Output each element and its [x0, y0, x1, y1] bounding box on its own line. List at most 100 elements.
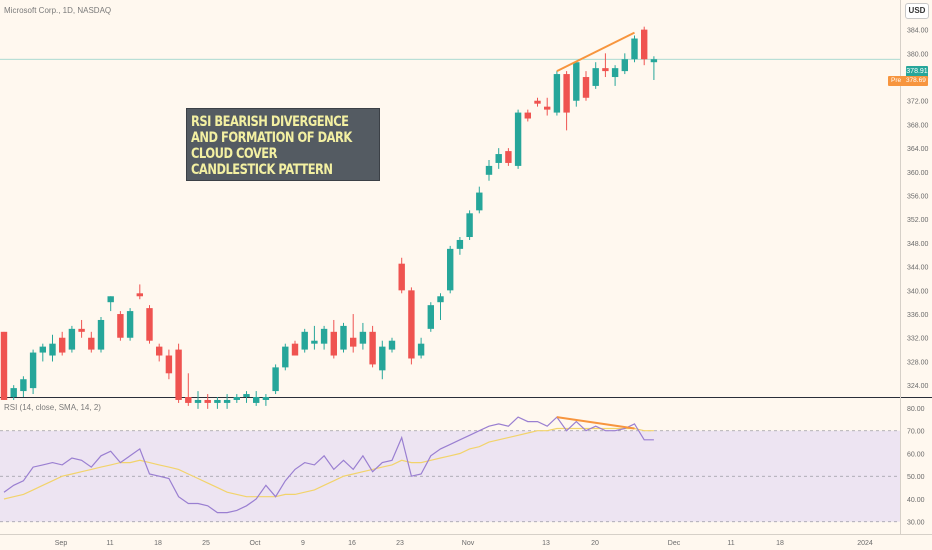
candle-down — [398, 263, 405, 291]
currency-button[interactable]: USD — [905, 3, 929, 19]
candle-down — [602, 68, 609, 72]
candle-down — [369, 331, 376, 365]
time-tick-label: 11 — [106, 540, 113, 547]
candle-up — [107, 296, 114, 303]
rsi-tick-label: 70.00 — [907, 429, 925, 436]
candle-up — [10, 388, 17, 397]
candle-up — [39, 346, 46, 353]
price-tick-label: 360.00 — [907, 170, 929, 177]
candle-up — [301, 331, 308, 350]
candle-up — [253, 397, 260, 403]
time-tick-label: 11 — [727, 540, 734, 547]
rsi-tick-label: 80.00 — [907, 406, 925, 413]
candle-up — [611, 68, 619, 78]
candle-down — [156, 346, 163, 356]
candle-up — [282, 346, 289, 368]
rsi-trendline — [556, 416, 635, 430]
annotation-line-4: CANDLESTICK PATTERN — [191, 162, 333, 178]
candle-up — [340, 325, 347, 350]
candle-up — [126, 311, 134, 338]
rsi-lines-layer — [3, 416, 654, 514]
candle-down — [117, 314, 124, 338]
time-tick-label: 25 — [202, 540, 210, 547]
time-tick-label: Nov — [462, 540, 475, 547]
time-tick-label: 23 — [396, 540, 404, 547]
candle-up — [272, 367, 279, 392]
candle-up — [485, 165, 493, 175]
time-tick-label: 2024 — [857, 540, 873, 547]
candle-up — [233, 397, 240, 400]
candle-down — [78, 328, 85, 332]
price-tick-label: 324.00 — [907, 383, 929, 390]
candle-down — [544, 106, 551, 110]
rsi-tick-label: 30.00 — [907, 520, 925, 527]
candle-up — [437, 296, 444, 303]
annotation-line-1: RSI BEARISH DIVERGENCE — [191, 114, 349, 130]
axes-layer: 324.00 328.00 332.00 336.00 340.00 344.00 348.… — [55, 28, 929, 547]
price-trendline — [556, 31, 635, 73]
candle-up — [631, 38, 638, 60]
rsi-tick-label: 60.00 — [907, 451, 925, 458]
premarket-value: 378.69 — [905, 77, 926, 84]
candle-up — [29, 352, 37, 389]
annotation-box[interactable]: RSI BEARISH DIVERGENCE AND FORMATION OF … — [186, 108, 380, 181]
time-tick-label: 18 — [776, 540, 784, 547]
candle-up — [388, 340, 396, 350]
candle-down — [563, 74, 570, 113]
candle-down — [641, 29, 648, 60]
symbol-title[interactable]: Microsoft Corp., 1D, NASDAQ — [4, 6, 112, 15]
time-tick-label: 18 — [154, 540, 162, 547]
candle-up — [476, 192, 483, 211]
candle-down — [534, 100, 541, 104]
candle-up — [456, 239, 464, 249]
candle-up — [650, 59, 658, 63]
candle-down — [582, 77, 590, 98]
annotation-line-3: CLOUD COVER — [191, 146, 277, 162]
time-tick-label: 9 — [301, 540, 305, 547]
candle-up — [447, 248, 454, 291]
price-tick-label: 348.00 — [907, 241, 929, 248]
last-price-tag: 378.91 — [906, 66, 928, 77]
candle-down — [350, 337, 357, 347]
price-tick-label: 364.00 — [907, 146, 929, 153]
candles-layer — [0, 26, 658, 409]
price-tick-label: 344.00 — [907, 265, 929, 272]
candle-up — [214, 399, 221, 403]
time-tick-label: Oct — [250, 540, 261, 547]
candle-down — [88, 337, 95, 350]
candle-up — [243, 394, 250, 397]
premarket-label: Pre — [891, 77, 902, 84]
candle-up — [427, 305, 434, 329]
rsi-indicator-title[interactable]: RSI (14, close, SMA, 14, 2) — [4, 403, 101, 412]
price-tick-label: 372.00 — [907, 99, 929, 106]
candle-up — [359, 331, 367, 344]
time-tick-label: Sep — [55, 540, 68, 547]
time-tick-label: 20 — [591, 540, 599, 547]
candle-down — [330, 331, 337, 356]
candle-up — [621, 59, 628, 72]
candle-down — [204, 399, 211, 403]
candle-up — [68, 328, 76, 350]
rsi-tick-label: 40.00 — [907, 497, 925, 504]
candle-up — [49, 343, 56, 356]
price-tick-label: 332.00 — [907, 336, 929, 343]
time-tick-label: Dec — [668, 540, 681, 547]
candle-down — [146, 308, 153, 341]
time-tick-label: 13 — [542, 540, 550, 547]
price-tick-label: 384.00 — [907, 28, 929, 35]
price-tick-label: 368.00 — [907, 122, 929, 129]
annotation-line-2: AND FORMATION OF DARK — [191, 130, 352, 146]
rsi-tick-label: 50.00 — [907, 474, 925, 481]
candle-down — [408, 290, 415, 359]
candle-up — [223, 399, 231, 403]
candle-up — [573, 62, 580, 101]
candle-down — [0, 331, 8, 400]
candle-up — [495, 154, 502, 163]
rsi-line — [3, 416, 654, 514]
candle-down — [59, 337, 66, 353]
candle-up — [97, 319, 105, 350]
candle-up — [262, 397, 270, 400]
candle-up — [592, 68, 599, 86]
candle-down — [165, 355, 173, 374]
